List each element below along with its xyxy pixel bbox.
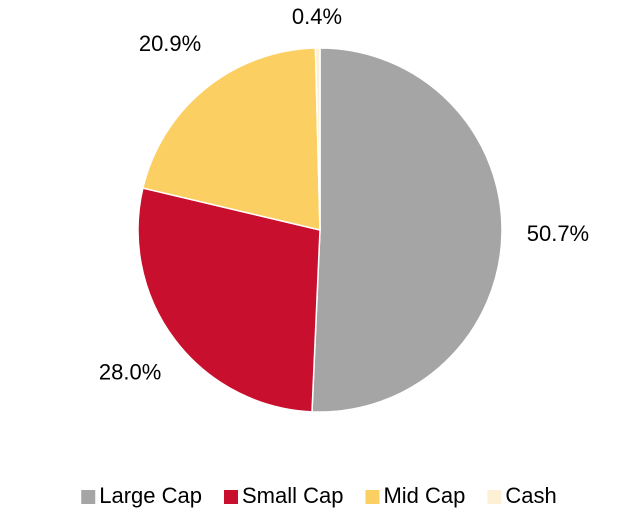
- legend-label: Large Cap: [99, 483, 202, 508]
- legend-label: Mid Cap: [383, 483, 465, 508]
- data-label: 20.9%: [139, 31, 201, 56]
- pie-slice: [314, 47, 321, 231]
- legend-swatch: [365, 490, 380, 504]
- legend-label: Small Cap: [242, 483, 343, 508]
- data-label: 0.4%: [292, 4, 342, 29]
- legend-swatch: [81, 490, 96, 504]
- pie-slice: [311, 47, 503, 413]
- legend-swatch: [487, 490, 502, 504]
- pie-slice: [141, 47, 321, 231]
- legend-label: Cash: [505, 483, 556, 508]
- pie-slice: [137, 187, 321, 413]
- data-label: 50.7%: [527, 221, 589, 246]
- data-label: 28.0%: [99, 359, 161, 384]
- legend-swatch: [223, 490, 238, 504]
